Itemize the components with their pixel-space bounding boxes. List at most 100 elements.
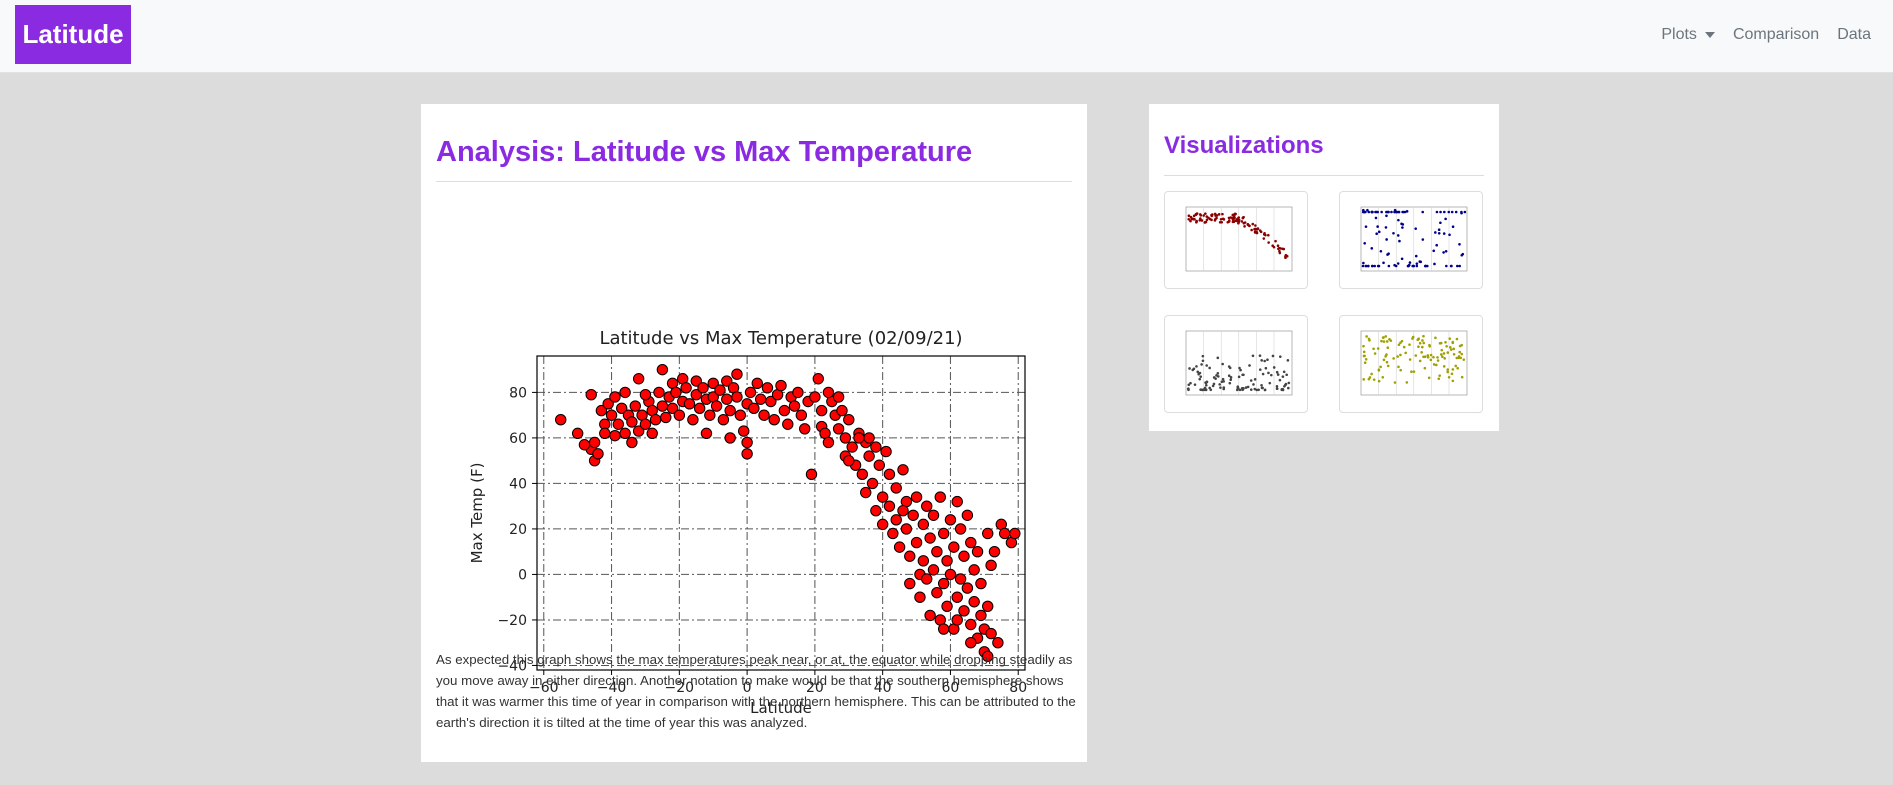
humidity-thumbnail[interactable]: [1339, 315, 1483, 413]
data-point: [632, 425, 645, 437]
wind-speed-thumbnail[interactable]: [1164, 315, 1308, 413]
thumb-point: [1440, 348, 1444, 352]
thumb-point: [1367, 377, 1371, 381]
data-point: [741, 436, 753, 449]
thumb-point: [1415, 264, 1419, 268]
thumb-point: [1386, 346, 1390, 350]
thumb-point: [1237, 216, 1241, 219]
thumb-point: [1404, 351, 1407, 355]
data-point: [924, 609, 936, 622]
thumb-point: [1393, 381, 1397, 384]
y-tick-label: −20: [497, 613, 527, 629]
data-point: [738, 425, 750, 437]
thumb-point: [1258, 368, 1262, 371]
data-point: [853, 432, 865, 444]
data-point: [921, 573, 933, 585]
thumb-point: [1278, 251, 1282, 255]
thumb-point: [1287, 381, 1291, 385]
thumb-point: [1219, 386, 1222, 389]
data-point: [948, 541, 960, 553]
x-tick-label: 60: [942, 680, 960, 696]
thumb-point: [1242, 215, 1245, 219]
thumb-point: [1226, 220, 1230, 224]
data-point: [951, 591, 963, 603]
thumb-point: [1439, 353, 1443, 356]
thumb-point: [1205, 215, 1209, 218]
thumb-point: [1373, 352, 1377, 355]
thumb-point: [1370, 247, 1374, 250]
thumb-point: [1284, 382, 1288, 386]
data-point: [887, 527, 899, 540]
data-point: [619, 386, 631, 399]
thumb-point: [1414, 227, 1417, 230]
thumb-point: [1444, 217, 1447, 221]
data-point: [680, 382, 692, 394]
thumb-point: [1460, 352, 1464, 356]
thumb-point: [1418, 341, 1422, 345]
data-point: [951, 614, 963, 626]
nav-comparison-link[interactable]: Comparison: [1732, 26, 1820, 43]
data-point: [890, 482, 902, 494]
thumb-point: [1259, 230, 1263, 234]
thumb-point: [1385, 214, 1388, 218]
thumb-point: [1281, 247, 1284, 251]
data-point: [555, 414, 567, 426]
thumb-point: [1233, 216, 1236, 219]
thumb-point: [1459, 356, 1462, 360]
data-point: [971, 545, 984, 558]
data-point: [893, 541, 906, 553]
thumb-point: [1260, 383, 1263, 387]
x-tick-label: −40: [597, 680, 627, 696]
cloudiness-thumbnail[interactable]: [1339, 191, 1483, 289]
thumb-point: [1229, 376, 1233, 379]
thumb-point: [1258, 354, 1262, 357]
nav-plots-dropdown[interactable]: Plots: [1661, 26, 1715, 44]
thumb-point: [1202, 214, 1205, 217]
data-point: [775, 379, 787, 392]
thumb-point: [1200, 219, 1204, 222]
thumb-point: [1221, 217, 1225, 221]
thumb-point: [1247, 224, 1251, 227]
thumb-point: [1248, 364, 1251, 367]
thumb-point: [1187, 214, 1191, 217]
data-point: [921, 500, 933, 512]
thumb-point: [1214, 217, 1217, 221]
data-point: [778, 404, 791, 417]
data-point: [700, 427, 713, 440]
data-point: [988, 545, 1001, 558]
thumb-point: [1199, 375, 1203, 378]
thumb-point: [1375, 210, 1378, 214]
thumb-point: [1436, 356, 1439, 359]
thumb-point: [1424, 264, 1428, 268]
thumb-point: [1392, 357, 1395, 360]
thumb-point: [1282, 370, 1286, 374]
data-point: [873, 459, 885, 471]
thumb-point: [1451, 341, 1455, 345]
thumb-point: [1243, 225, 1246, 228]
thumb-point: [1450, 264, 1453, 268]
data-point: [941, 600, 953, 612]
thumb-point: [1427, 376, 1431, 380]
data-point: [805, 468, 818, 481]
nav-data-link[interactable]: Data: [1837, 26, 1871, 43]
thumb-point: [1362, 344, 1365, 348]
thumb-point: [1277, 246, 1281, 250]
thumb-point: [1266, 358, 1269, 361]
thumb-point: [1191, 368, 1195, 372]
thumb-point: [1435, 243, 1438, 247]
data-point: [856, 468, 869, 481]
max-temp-thumbnail[interactable]: [1164, 191, 1308, 289]
thumb-point: [1362, 354, 1366, 358]
data-point: [897, 505, 909, 517]
thumb-point: [1249, 379, 1253, 382]
data-point: [985, 627, 997, 640]
thumb-point: [1255, 388, 1259, 392]
thumb-point: [1216, 375, 1220, 378]
thumb-point: [1278, 378, 1282, 382]
thumb-point: [1377, 379, 1381, 383]
thumb-point: [1394, 264, 1398, 268]
thumb-point: [1366, 208, 1369, 212]
data-point: [863, 432, 875, 444]
thumb-point: [1377, 369, 1381, 372]
brand-logo[interactable]: Latitude: [15, 5, 131, 64]
